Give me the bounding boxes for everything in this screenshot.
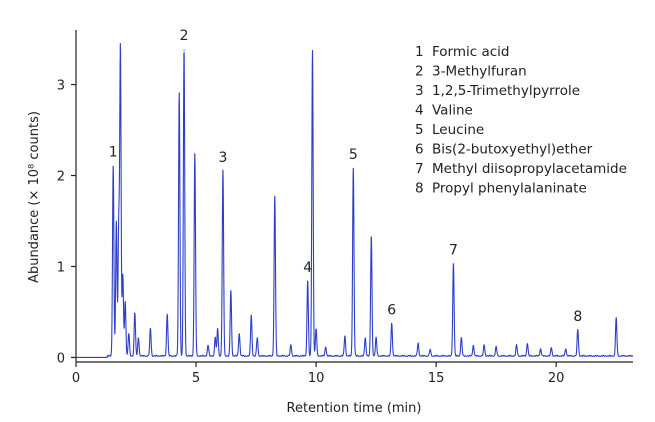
peak-point xyxy=(364,338,366,340)
peak-point xyxy=(118,227,120,229)
legend-number: 8 xyxy=(415,181,424,197)
x-axis-title: Retention time (min) xyxy=(287,401,422,416)
peak-point xyxy=(615,318,617,320)
legend-entry: 3-Methylfuran xyxy=(432,64,527,80)
peak-point xyxy=(307,281,309,283)
y-tick-label: 2 xyxy=(57,170,65,185)
peak-label: 7 xyxy=(449,243,458,259)
peak-point xyxy=(207,345,209,348)
peak-point xyxy=(391,324,393,326)
peak-point xyxy=(256,338,258,340)
peak-point xyxy=(539,349,542,351)
peak-point xyxy=(370,236,372,238)
peak-point xyxy=(565,349,567,351)
peak-point xyxy=(217,329,219,331)
peak-point xyxy=(222,171,224,173)
peak-point xyxy=(128,334,130,336)
x-tick-label: 10 xyxy=(308,371,325,386)
x-tick-label: 15 xyxy=(428,371,445,386)
y-axis-title: Abundance (× 10⁸ counts) xyxy=(27,111,42,283)
peak-point xyxy=(194,154,196,157)
peak-label: 1 xyxy=(109,144,118,160)
peak-label: 6 xyxy=(387,303,396,319)
x-tick-label: 0 xyxy=(72,371,80,386)
peak-point xyxy=(238,334,240,336)
peak-point xyxy=(250,315,252,318)
peak-point xyxy=(112,165,114,168)
peak-point xyxy=(230,291,232,293)
y-tick-label: 0 xyxy=(57,351,65,366)
peak-point xyxy=(274,195,276,198)
x-tick-label: 5 xyxy=(192,371,200,386)
peak-point xyxy=(325,347,327,349)
peak-point xyxy=(119,49,122,51)
legend-number: 4 xyxy=(415,103,424,119)
peak-point xyxy=(166,315,168,317)
peak-point xyxy=(315,329,317,331)
legend-number: 6 xyxy=(415,142,424,158)
y-tick-label: 3 xyxy=(57,79,65,94)
peak-label: 5 xyxy=(349,147,358,163)
peak-label: 3 xyxy=(218,150,227,166)
peak-label: 2 xyxy=(180,28,189,44)
peak-point xyxy=(483,345,485,348)
peak-point xyxy=(183,49,185,51)
peak-point xyxy=(122,274,124,277)
legend-entry: Propyl phenylalaninate xyxy=(432,181,587,197)
peak-point xyxy=(472,345,474,348)
peak-point xyxy=(577,330,579,332)
peak-point xyxy=(550,348,552,350)
peak-point xyxy=(526,344,528,346)
peak-point xyxy=(178,93,180,95)
peak-point xyxy=(124,302,126,304)
peak-point xyxy=(149,329,152,331)
peak-point xyxy=(352,168,354,170)
legend-number: 3 xyxy=(415,83,424,99)
peak-point xyxy=(375,338,377,340)
peak-point xyxy=(214,338,216,340)
legend-number: 5 xyxy=(415,122,424,138)
legend-entry: Leucine xyxy=(432,122,484,138)
y-tick-label: 1 xyxy=(57,260,65,275)
legend-number: 1 xyxy=(415,44,424,60)
peak-point xyxy=(134,313,136,315)
legend-entry: Valine xyxy=(432,103,473,119)
peak-point xyxy=(495,347,497,349)
peak-point xyxy=(344,336,346,339)
legend-entry: 1,2,5-Trimethylpyrrole xyxy=(432,83,580,99)
legend-entry: Bis(2-butoxyethyl)ether xyxy=(432,142,593,158)
peak-point xyxy=(417,344,419,346)
peak-point xyxy=(115,222,117,224)
x-tick-label: 20 xyxy=(548,371,565,386)
peak-point xyxy=(429,350,431,352)
legend-entry: Methyl diisopropylacetamide xyxy=(432,161,627,177)
peak-point xyxy=(515,345,518,348)
peak-point xyxy=(452,264,455,266)
peak-label: 4 xyxy=(303,260,312,276)
legend-number: 7 xyxy=(415,161,424,177)
legend-entry: Formic acid xyxy=(432,44,510,60)
peak-label: 8 xyxy=(573,309,582,325)
peak-point xyxy=(311,51,314,53)
peak-point xyxy=(137,338,140,340)
peak-point xyxy=(460,338,462,340)
legend-number: 2 xyxy=(415,64,424,80)
peak-point xyxy=(290,345,292,348)
